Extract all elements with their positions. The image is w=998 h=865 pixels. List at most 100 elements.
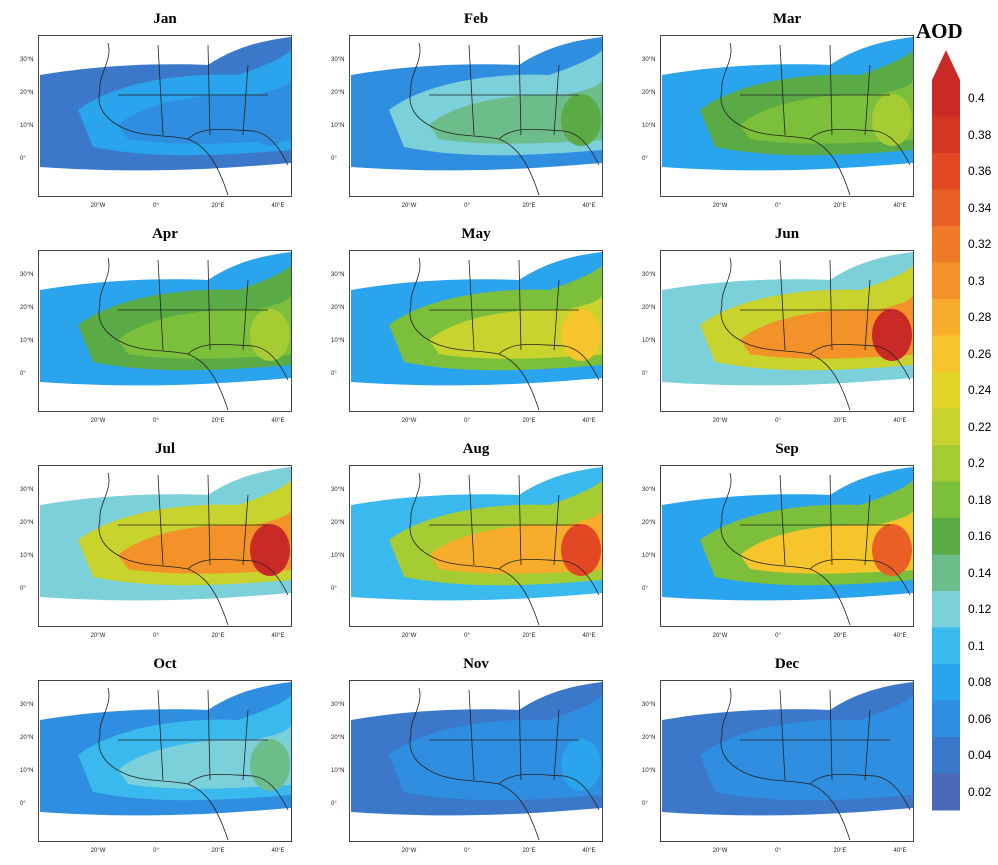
panel-title: Mar (772, 11, 802, 27)
colorbar-tick-label: 0.12 (968, 602, 992, 617)
longitude-label: 20°E (833, 848, 847, 854)
aod-map (38, 250, 292, 412)
latitude-label: 30°N (20, 57, 34, 63)
longitude-label: 40°E (271, 633, 285, 639)
latitude-label: 20°N (20, 90, 34, 96)
longitude-label: 20°W (401, 633, 417, 639)
longitude-label: 20°W (90, 633, 106, 639)
map-panel-oct: Oct 30°N 20°N 10°N 0° 20°W 0° 20°E 40°E (20, 655, 328, 860)
country-borders (98, 42, 289, 196)
colorbar-segment (932, 445, 960, 482)
latitude-label: 0° (20, 371, 26, 377)
latitude-label: 20°N (642, 520, 656, 526)
aod-core-band (429, 725, 602, 789)
longitude-label: 20°E (522, 203, 536, 209)
colorbar-segment (932, 80, 960, 117)
latitude-label: 0° (642, 156, 648, 162)
longitude-label: 0° (464, 203, 470, 209)
longitude-label: 40°E (582, 203, 596, 209)
longitude-label: 40°E (893, 418, 907, 424)
colorbar-tick-label: 0.36 (968, 164, 992, 179)
latitude-label: 30°N (20, 272, 34, 278)
aod-map (349, 250, 603, 412)
colorbar-tick-label: 0.1 (968, 638, 985, 653)
latitude-label: 20°N (20, 520, 34, 526)
latitude-label: 20°N (642, 735, 656, 741)
map-panel-may: May 30°N 20°N 10°N 0° 20°W 0° 20°E 40°E (331, 225, 639, 430)
longitude-label: 20°W (401, 418, 417, 424)
longitude-label: 0° (775, 848, 781, 854)
colorbar-segment (932, 664, 960, 701)
longitude-label: 40°E (271, 848, 285, 854)
longitude-label: 0° (464, 418, 470, 424)
colorbar-tick-label: 0.4 (968, 91, 985, 106)
aod-map (38, 465, 292, 627)
latitude-label: 10°N (642, 338, 656, 344)
latitude-label: 20°N (331, 90, 345, 96)
map-panel-feb: Feb 30°N 20°N 10°N 0° 20°W 0° 20°E 40°E (331, 10, 639, 215)
latitude-label: 10°N (331, 768, 345, 774)
longitude-label: 0° (153, 633, 159, 639)
country-borders (409, 472, 600, 626)
colorbar-tick-label: 0.06 (968, 711, 992, 726)
country-borders (720, 257, 911, 411)
longitude-label: 20°E (522, 418, 536, 424)
longitude-label: 40°E (271, 418, 285, 424)
longitude-label: 20°W (712, 203, 728, 209)
latitude-label: 0° (331, 156, 337, 162)
map-frame: 30°N 20°N 10°N 0° 20°W 0° 20°E 40°E (20, 35, 292, 209)
aod-hotspot (250, 739, 290, 791)
country-borders (720, 687, 911, 841)
country-borders (409, 257, 600, 411)
colorbar-tick-label: 0.02 (968, 784, 992, 799)
longitude-label: 20°E (833, 418, 847, 424)
longitude-label: 0° (153, 203, 159, 209)
longitude-label: 40°E (582, 633, 596, 639)
latitude-label: 0° (20, 801, 26, 807)
aod-core-band (740, 725, 913, 789)
aod-map (38, 35, 292, 197)
latitude-label: 10°N (642, 123, 656, 129)
longitude-label: 40°E (893, 848, 907, 854)
latitude-label: 30°N (642, 57, 656, 63)
latitude-label: 0° (20, 586, 26, 592)
longitude-label: 20°W (401, 848, 417, 854)
aod-hotspot (561, 309, 601, 361)
aod-hotspot (250, 309, 290, 361)
aod-map (660, 680, 914, 842)
map-panel-apr: Apr 30°N 20°N 10°N 0° 20°W 0° 20°E 40°E (20, 225, 328, 430)
country-borders (409, 42, 600, 196)
aod-hotspot (561, 739, 601, 791)
colorbar-segment (932, 773, 960, 811)
colorbar-segment (932, 262, 960, 300)
longitude-label: 20°W (401, 203, 417, 209)
latitude-label: 0° (642, 586, 648, 592)
latitude-label: 30°N (331, 272, 345, 278)
longitude-label: 0° (775, 203, 781, 209)
panel-title: May (461, 226, 491, 242)
longitude-label: 0° (464, 633, 470, 639)
map-frame: 30°N 20°N 10°N 0° 20°W 0° 20°E 40°E (20, 680, 292, 854)
longitude-label: 0° (153, 418, 159, 424)
aod-map (349, 680, 603, 842)
colorbar-segment (932, 627, 960, 665)
longitude-label: 40°E (893, 633, 907, 639)
panel-title: Aug (462, 441, 490, 457)
panel-title: Sep (775, 441, 799, 457)
colorbar-segment (932, 372, 960, 409)
colorbar-tick-label: 0.08 (968, 675, 992, 690)
latitude-label: 30°N (331, 487, 345, 493)
longitude-label: 40°E (893, 203, 907, 209)
colorbar-tick-label: 0.22 (968, 419, 992, 434)
latitude-label: 20°N (20, 305, 34, 311)
map-panel-jun: Jun 30°N 20°N 10°N 0° 20°W 0° 20°E 40°E (642, 225, 950, 430)
country-borders (720, 42, 911, 196)
aod-core-band (429, 80, 602, 144)
colorbar-tick-label: 0.32 (968, 237, 992, 252)
map-panel-dec: Dec 30°N 20°N 10°N 0° 20°W 0° 20°E 40°E (642, 655, 950, 860)
latitude-label: 20°N (331, 735, 345, 741)
map-frame: 30°N 20°N 10°N 0° 20°W 0° 20°E 40°E (20, 250, 292, 424)
map-panel-jan: Jan 30°N 20°N 10°N 0° 20°W 0° 20°E 40°E (20, 10, 328, 215)
panel-title: Jan (153, 11, 177, 27)
latitude-label: 20°N (331, 520, 345, 526)
